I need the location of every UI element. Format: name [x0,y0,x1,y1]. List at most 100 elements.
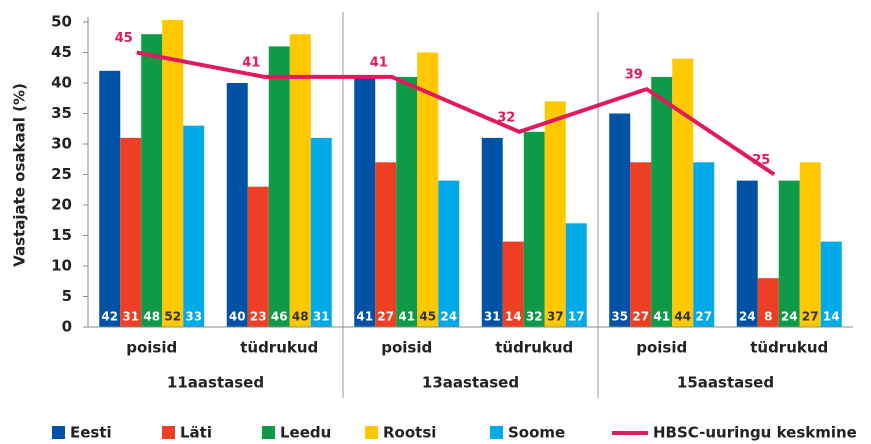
bar [310,137,332,327]
value-label: 41 [398,310,415,324]
group-label: 13aastased [422,374,519,392]
value-label: 40 [229,310,246,324]
y-tick-label: 0 [62,318,72,336]
value-label: 24 [440,310,457,324]
value-label: 27 [377,310,394,324]
bar [141,34,163,327]
bar [247,186,269,327]
bar [183,125,205,327]
value-label: 24 [781,310,798,324]
bar [799,162,821,327]
y-tick-label: 25 [51,165,72,183]
legend-label: Rootsi [383,424,436,442]
x-tick-label: tüdrukud [240,339,318,357]
value-label: 27 [695,310,712,324]
y-tick-label: 10 [51,257,72,275]
bar [630,162,652,327]
bar [523,131,545,327]
x-tick-label: tüdrukud [750,339,828,357]
bar [162,20,184,328]
bar [820,241,842,327]
legend-swatch [162,426,175,439]
bar [354,76,376,328]
legend-label: Läti [180,424,212,442]
group-label: 15aastased [677,374,774,392]
y-tick-label: 30 [51,135,72,153]
value-label: 45 [419,310,436,324]
y-tick-label: 50 [51,13,72,31]
x-tick-label: poisid [636,339,687,357]
value-label: 31 [484,310,501,324]
value-label: 14 [823,310,840,324]
value-label: 33 [185,310,202,324]
value-label: 8 [764,310,772,324]
line-label: 25 [752,153,770,168]
bar [226,83,248,327]
bar [693,162,715,327]
bar [778,180,800,327]
bar [289,34,311,327]
legend-label: Soome [508,424,565,442]
line-label: 41 [242,55,260,70]
value-label: 17 [568,310,585,324]
value-label: 42 [101,310,118,324]
value-label: 48 [143,310,160,324]
bar [268,46,290,328]
value-label: 23 [250,310,267,324]
bar [396,76,418,328]
line-label: 39 [625,68,643,83]
bar [672,58,694,327]
value-label: 44 [674,310,691,324]
line-label: 41 [370,55,388,70]
bar [651,76,673,328]
bar [757,278,779,327]
legend-label: Leedu [280,424,331,442]
x-tick-label: poisid [126,339,177,357]
value-label: 24 [739,310,756,324]
bar [544,101,566,327]
y-tick-label: 15 [51,226,72,244]
legend-swatch [365,426,378,439]
y-tick-label: 40 [51,74,72,92]
bar [609,113,631,327]
value-label: 52 [164,310,181,324]
legend-swatch [52,426,65,439]
legend-swatch [490,426,503,439]
value-label: 35 [611,310,628,324]
legend-label: Eesti [70,424,112,442]
legend-label: HBSC-uuringu keskmine [653,424,857,442]
group-label: 11aastased [167,374,264,392]
value-label: 32 [526,310,543,324]
x-tick-label: tüdrukud [495,339,573,357]
value-label: 27 [802,310,819,324]
x-tick-label: poisid [381,339,432,357]
bar [502,241,524,327]
average-line [136,50,776,177]
value-label: 27 [632,310,649,324]
value-label: 37 [547,310,564,324]
value-label: 48 [292,310,309,324]
bar [99,70,121,328]
bar [375,162,397,327]
y-tick-label: 35 [51,104,72,122]
y-tick-label: 5 [62,287,72,305]
value-label: 46 [271,310,288,324]
plot [99,20,842,328]
value-label: 31 [313,310,330,324]
y-axis-label: Vastajate osakaal (%) [11,83,29,267]
bar [481,137,503,327]
value-label: 31 [122,310,139,324]
line-label: 45 [115,31,133,46]
bar [417,52,439,327]
legend-swatch [262,426,275,439]
value-label: 14 [505,310,522,324]
y-tick-label: 45 [51,43,72,61]
value-label: 41 [356,310,373,324]
y-tick-label: 20 [51,196,72,214]
bar [736,180,758,327]
bar [438,180,460,327]
bar [120,137,142,327]
bar [565,223,587,327]
value-label: 41 [653,310,670,324]
